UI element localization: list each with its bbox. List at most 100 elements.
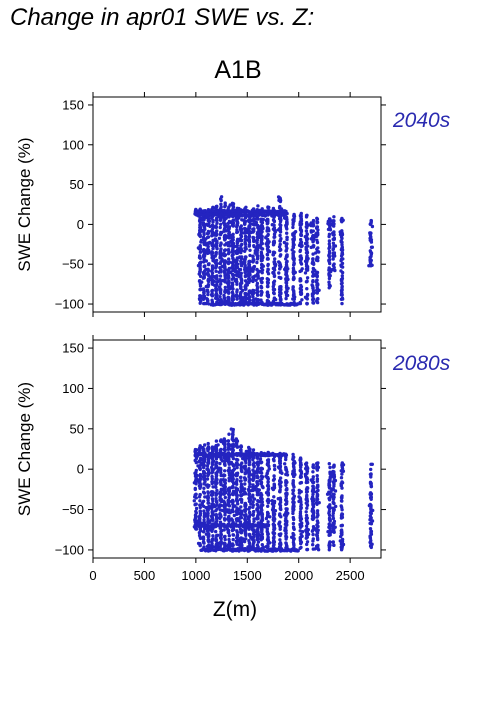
- data-point: [339, 248, 344, 252]
- data-point: [244, 507, 248, 511]
- data-point: [211, 534, 215, 538]
- data-point: [334, 504, 338, 509]
- data-point: [251, 483, 255, 487]
- data-point: [327, 533, 331, 537]
- data-point: [249, 218, 254, 223]
- data-point: [227, 443, 231, 447]
- data-point: [272, 274, 277, 278]
- data-point: [277, 260, 281, 264]
- data-point: [292, 261, 296, 265]
- data-point: [276, 497, 280, 501]
- data-point: [273, 264, 277, 268]
- data-point: [202, 486, 206, 490]
- data-point: [306, 244, 310, 248]
- point-column: [257, 207, 265, 305]
- data-point: [222, 221, 226, 225]
- data-point: [327, 548, 331, 552]
- point-column: [204, 441, 212, 552]
- data-point: [298, 226, 303, 230]
- data-point: [369, 467, 373, 472]
- data-point: [268, 541, 272, 545]
- data-point: [304, 480, 308, 485]
- data-point: [233, 267, 237, 271]
- point-column: [264, 450, 272, 550]
- data-point: [332, 463, 336, 467]
- data-point: [305, 547, 310, 552]
- data-point: [285, 544, 289, 549]
- data-point: [340, 532, 344, 536]
- data-point: [248, 482, 252, 486]
- data-point: [230, 201, 235, 205]
- data-point: [280, 471, 284, 475]
- data-point: [327, 242, 331, 246]
- data-point: [215, 460, 219, 465]
- data-point: [317, 501, 321, 505]
- data-point: [223, 228, 227, 232]
- data-point: [218, 251, 223, 256]
- data-point: [305, 506, 309, 510]
- data-point: [256, 456, 260, 460]
- data-point: [368, 536, 373, 540]
- data-point: [257, 227, 261, 231]
- point-column: [314, 216, 321, 305]
- data-point: [243, 234, 248, 238]
- data-point: [243, 466, 247, 470]
- data-point: [340, 276, 345, 281]
- data-point: [231, 509, 235, 514]
- data-point: [243, 242, 248, 246]
- data-point: [248, 222, 253, 226]
- data-point: [278, 239, 282, 243]
- data-point: [227, 540, 232, 544]
- data-point: [312, 297, 316, 301]
- data-point: [331, 497, 336, 501]
- data-point: [328, 228, 333, 232]
- y-tick-label: 50: [70, 421, 84, 436]
- data-point: [194, 506, 199, 511]
- data-point: [265, 226, 270, 230]
- data-point: [370, 263, 374, 267]
- data-point: [265, 499, 270, 503]
- data-point: [260, 493, 264, 497]
- data-point: [260, 236, 264, 241]
- data-point: [256, 204, 260, 208]
- data-point: [303, 295, 308, 299]
- data-point: [260, 508, 264, 512]
- data-point: [209, 493, 213, 497]
- data-point: [259, 533, 263, 537]
- data-point: [315, 515, 319, 519]
- data-point: [218, 225, 222, 230]
- data-point: [205, 464, 210, 468]
- data-point: [278, 525, 283, 529]
- data-point: [219, 205, 223, 209]
- y-tick-label: −100: [55, 297, 84, 312]
- data-point: [226, 530, 231, 535]
- data-point: [298, 510, 303, 514]
- data-point: [328, 465, 332, 470]
- data-point: [220, 459, 224, 463]
- data-point: [278, 226, 283, 230]
- data-point: [326, 505, 331, 509]
- data-point: [333, 268, 337, 273]
- data-point: [247, 225, 251, 229]
- point-column: [270, 206, 278, 306]
- data-point: [266, 263, 270, 268]
- data-point: [223, 513, 227, 517]
- data-point: [227, 479, 231, 483]
- point-band: [194, 212, 288, 218]
- data-point: [206, 539, 211, 544]
- data-point: [202, 217, 206, 222]
- data-point: [198, 474, 202, 478]
- data-point: [300, 521, 304, 525]
- data-point: [368, 472, 373, 477]
- y-tick-label: 0: [77, 462, 84, 477]
- data-point: [204, 483, 208, 487]
- data-point: [267, 205, 271, 210]
- data-point: [261, 226, 265, 231]
- data-point: [248, 460, 252, 464]
- data-point: [248, 273, 252, 277]
- data-point: [260, 247, 265, 251]
- data-point: [340, 472, 344, 476]
- data-point: [327, 478, 331, 483]
- data-point: [316, 528, 320, 532]
- data-point: [314, 490, 319, 494]
